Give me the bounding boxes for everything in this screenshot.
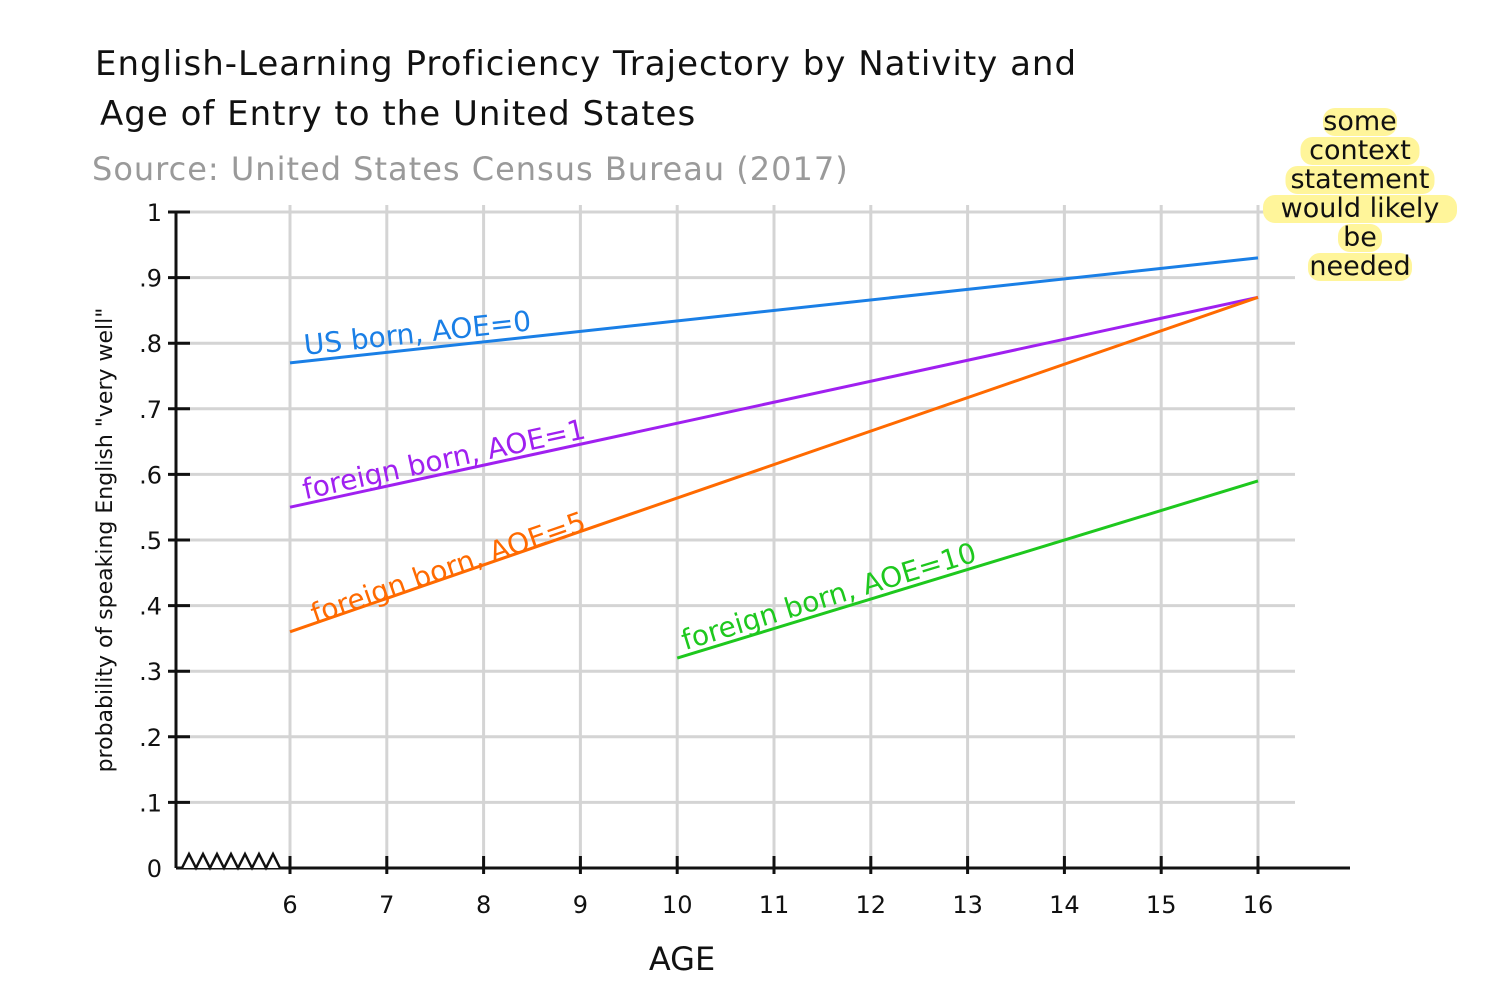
y-tick-label: .4 — [139, 593, 162, 621]
x-tick-label: 12 — [856, 891, 887, 919]
note-line: some — [1323, 106, 1397, 137]
series-line — [676, 479, 1259, 660]
chart-title-line-1: English-Learning Proficiency Trajectory … — [95, 44, 1077, 84]
y-tick-label: .9 — [139, 265, 162, 293]
note-highlight — [1300, 137, 1420, 165]
note-line: would likely — [1281, 193, 1440, 224]
x-tick-label: 7 — [379, 891, 394, 919]
x-tick-label: 15 — [1146, 891, 1177, 919]
note-line: context — [1309, 135, 1411, 166]
series-lines — [289, 256, 1259, 660]
series-label: US born, AOE=0 — [302, 304, 533, 361]
x-tick-label: 14 — [1049, 891, 1080, 919]
note-highlight — [1338, 224, 1382, 252]
x-tick-label: 13 — [952, 891, 983, 919]
series-line — [289, 256, 1259, 365]
note-line: statement — [1290, 164, 1429, 195]
y-axis-label: probability of speaking English "very we… — [93, 308, 118, 773]
y-tick-label: .7 — [139, 396, 162, 424]
x-tick-label: 9 — [573, 891, 588, 919]
note-highlight — [1263, 195, 1457, 223]
y-tick-label: 1 — [147, 199, 162, 227]
note-line: be — [1343, 222, 1377, 253]
x-axis-label: AGE — [649, 940, 715, 978]
x-tick-label: 8 — [476, 891, 491, 919]
gridlines — [176, 205, 1295, 868]
series-line — [289, 295, 1259, 509]
chart-title-line-2: Age of Entry to the United States — [100, 94, 696, 134]
y-tick-label: .5 — [139, 527, 162, 555]
x-tick-label: 6 — [282, 891, 297, 919]
note-highlight — [1308, 253, 1412, 281]
chart-source: Source: United States Census Bureau (201… — [92, 150, 849, 188]
note-line: needed — [1309, 251, 1410, 282]
series-label: foreign born, AOE=1 — [299, 413, 588, 506]
axes: 0.1.2.3.4.5.6.7.8.916 7 8 9 10 11 12 13 14 15 16 — [139, 199, 1350, 919]
x-tick-label: 10 — [662, 891, 693, 919]
series-line — [289, 295, 1259, 634]
series-label: foreign born, AOE=5 — [307, 505, 590, 630]
y-tick-label: .8 — [139, 330, 162, 358]
y-tick-label: .1 — [139, 789, 162, 817]
y-tick-label: .6 — [139, 461, 162, 489]
x-tick-label: 16 — [1243, 891, 1274, 919]
y-tick-label: .2 — [139, 724, 162, 752]
note-highlight — [1285, 166, 1435, 194]
x-tick-label: 11 — [759, 891, 790, 919]
y-tick-label: 0 — [147, 855, 162, 883]
y-tick-label: .3 — [139, 658, 162, 686]
axis-break-zigzag — [180, 851, 282, 871]
note-highlight — [1323, 108, 1397, 136]
series-label: foreign born, AOE=10 — [678, 536, 981, 657]
